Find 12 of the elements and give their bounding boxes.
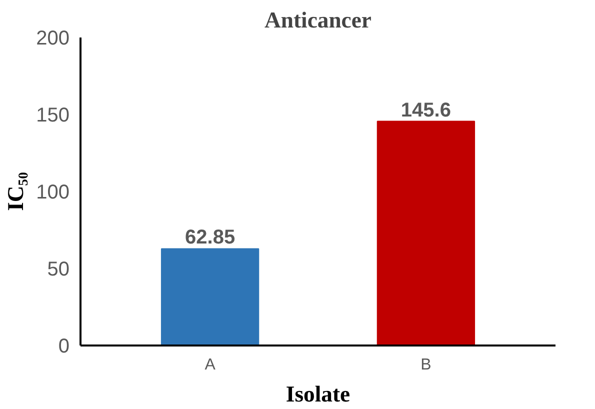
x-axis-title: Isolate xyxy=(286,382,350,406)
y-tick-label: 50 xyxy=(47,258,70,280)
chart-title: Anticancer xyxy=(264,8,372,32)
x-tick-label: B xyxy=(420,356,432,374)
data-label: 62.85 xyxy=(185,226,236,249)
data-label: 145.6 xyxy=(400,99,451,122)
y-tick-label: 150 xyxy=(36,104,70,126)
x-tick-label: A xyxy=(204,356,216,374)
y-axis-title: IC₅₀ xyxy=(3,172,28,211)
y-tick-label: 100 xyxy=(36,182,70,204)
y-tick-label: 200 xyxy=(36,28,70,50)
y-tick-label: 0 xyxy=(58,336,70,358)
